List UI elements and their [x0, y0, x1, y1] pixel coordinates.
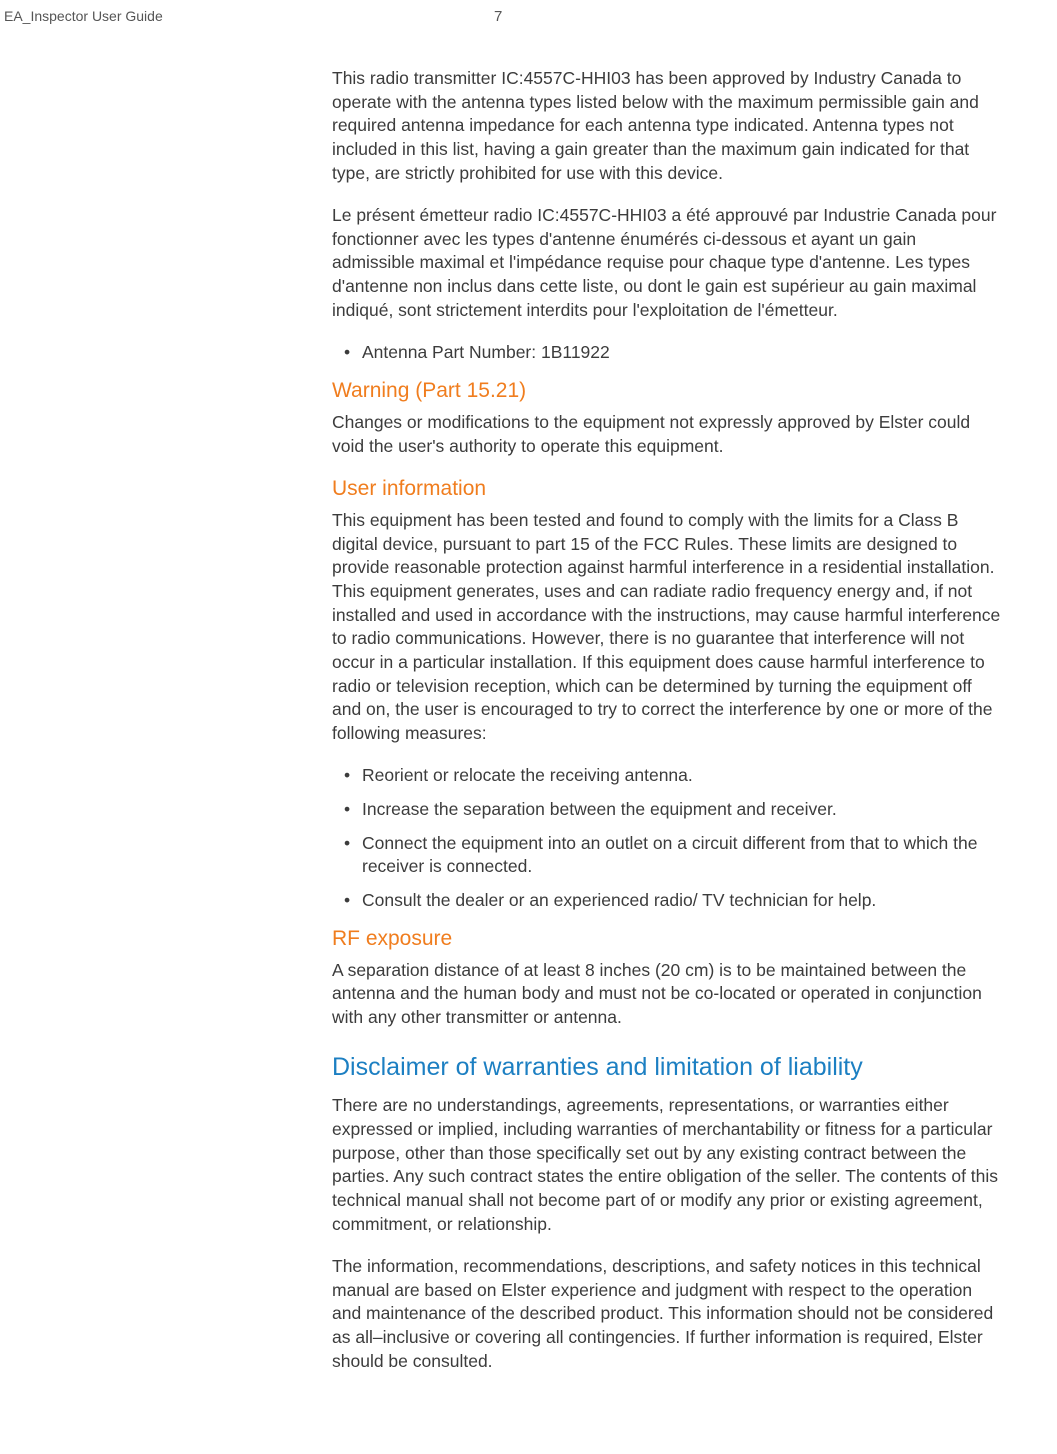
- paragraph-rf-exposure: A separation distance of at least 8 inch…: [332, 959, 1001, 1030]
- heading-disclaimer: Disclaimer of warranties and limitation …: [332, 1053, 1001, 1082]
- paragraph-user-information: This equipment has been tested and found…: [332, 509, 1001, 745]
- list-item: Consult the dealer or an experienced rad…: [332, 889, 1001, 913]
- paragraph-transmitter-fr: Le présent émetteur radio IC:4557C-HHI03…: [332, 204, 1001, 322]
- list-item: Antenna Part Number: 1B11922: [332, 341, 1001, 365]
- page-number: 7: [494, 8, 502, 25]
- list-item: Reorient or relocate the receiving anten…: [332, 764, 1001, 788]
- antenna-list: Antenna Part Number: 1B11922: [332, 341, 1001, 365]
- page-header: EA_Inspector User Guide 7: [0, 0, 1057, 25]
- heading-warning: Warning (Part 15.21): [332, 379, 1001, 403]
- paragraph-warning: Changes or modifications to the equipmen…: [332, 411, 1001, 458]
- header-title: EA_Inspector User Guide: [4, 8, 494, 25]
- page: EA_Inspector User Guide 7 This radio tra…: [0, 0, 1057, 1373]
- list-item: Connect the equipment into an outlet on …: [332, 832, 1001, 879]
- list-item: Increase the separation between the equi…: [332, 798, 1001, 822]
- heading-user-information: User information: [332, 477, 1001, 501]
- paragraph-disclaimer-1: There are no understandings, agreements,…: [332, 1094, 1001, 1236]
- page-content: This radio transmitter IC:4557C-HHI03 ha…: [332, 25, 1001, 1373]
- paragraph-transmitter-en: This radio transmitter IC:4557C-HHI03 ha…: [332, 67, 1001, 185]
- paragraph-disclaimer-2: The information, recommendations, descri…: [332, 1255, 1001, 1373]
- interference-measures-list: Reorient or relocate the receiving anten…: [332, 764, 1001, 912]
- heading-rf-exposure: RF exposure: [332, 927, 1001, 951]
